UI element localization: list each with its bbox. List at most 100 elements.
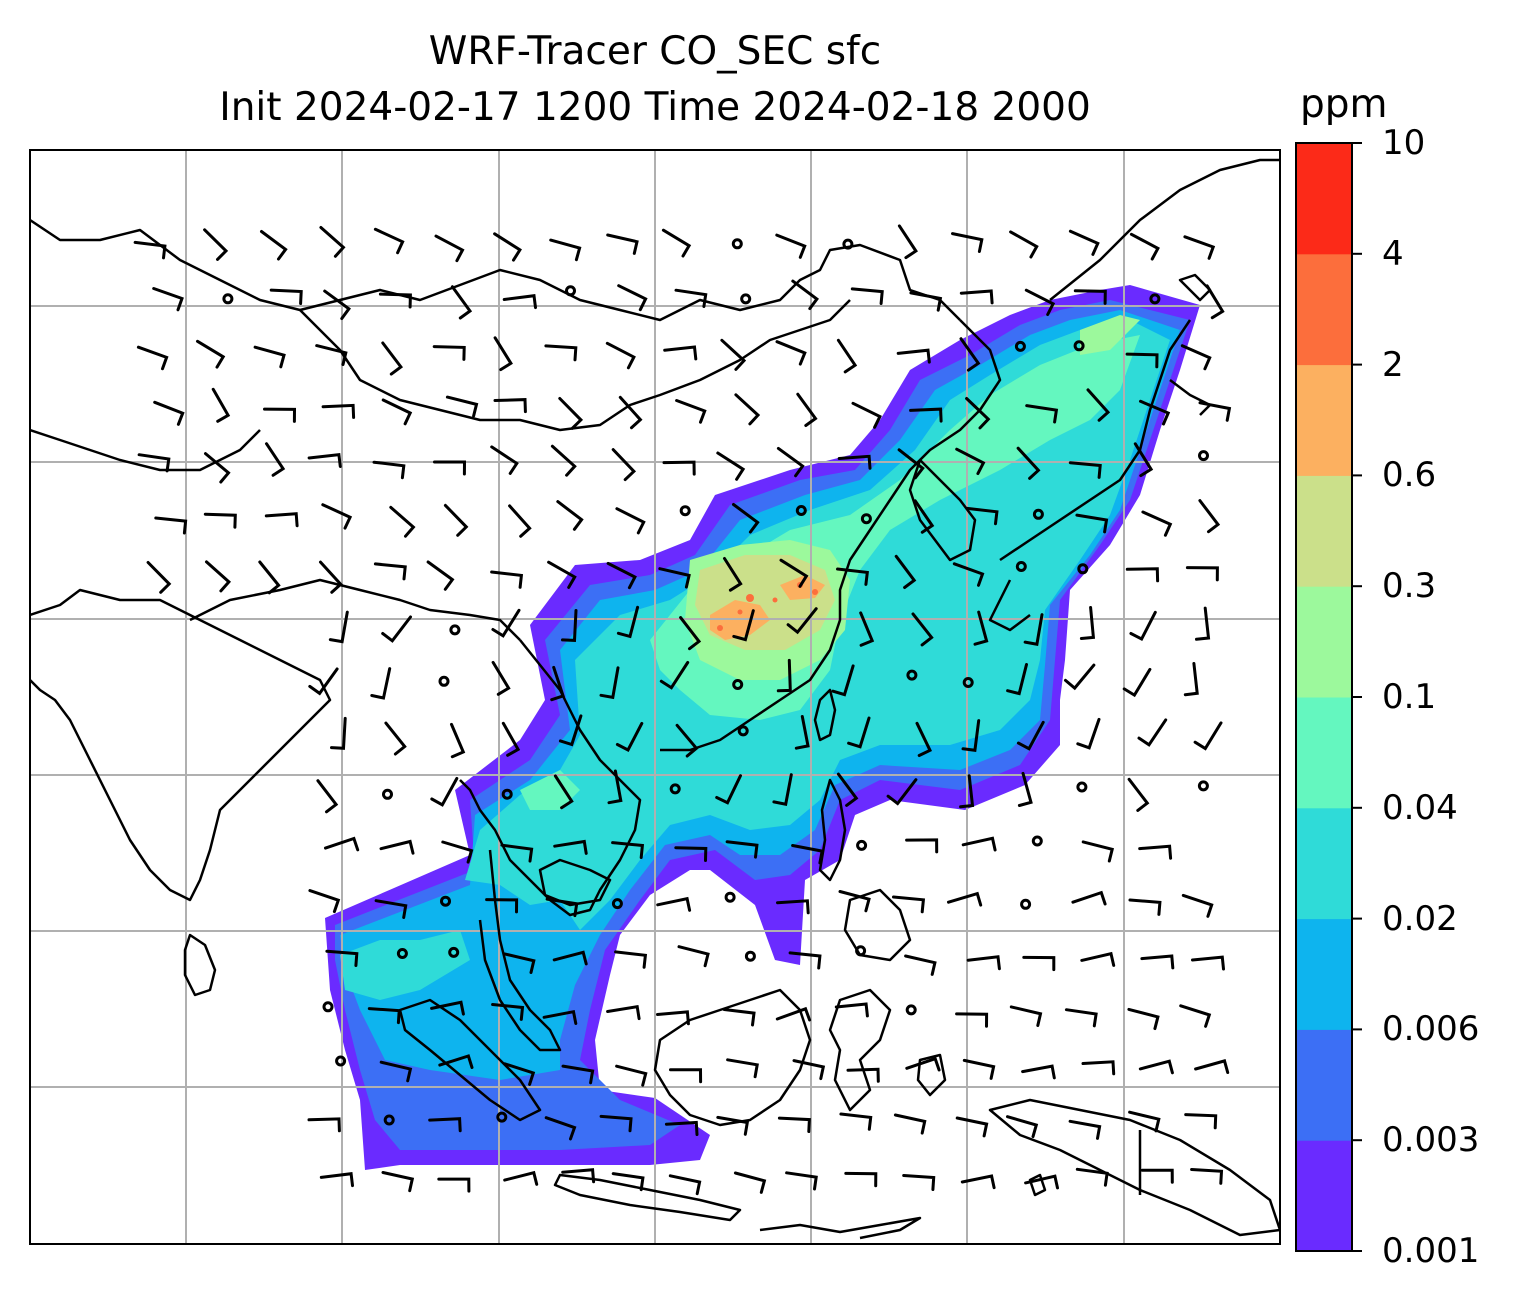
wind-barb [961, 719, 981, 752]
wind-barb [1129, 610, 1157, 642]
colorbar [1295, 142, 1362, 1252]
wind-barb [723, 557, 743, 592]
colorbar-segment [1296, 1140, 1352, 1252]
calm-wind-marker [669, 783, 681, 795]
calm-wind-marker [1149, 293, 1161, 305]
colorbar-unit: ppm [1300, 82, 1388, 127]
wind-barb [720, 338, 747, 371]
wind-barb [772, 773, 793, 806]
wind-barb [661, 228, 692, 258]
calm-wind-marker [842, 238, 854, 250]
wind-barb [599, 1114, 633, 1133]
wind-barb [851, 401, 882, 429]
wind-barb [850, 287, 884, 305]
wind-barb [438, 1054, 474, 1069]
wind-barb [503, 1170, 539, 1186]
wind-barb [258, 560, 281, 595]
colorbar-segment [1296, 253, 1352, 366]
wind-barb [947, 891, 983, 907]
wind-barb [441, 840, 474, 864]
wind-barb [370, 667, 392, 700]
calm-wind-marker [962, 677, 974, 688]
wind-barb [894, 554, 917, 589]
wind-barb [553, 774, 574, 810]
wind-barb [547, 560, 577, 589]
wind-barb [663, 345, 698, 361]
wind-barb [307, 1117, 341, 1133]
wind-barb [544, 344, 578, 362]
wind-barb [844, 1171, 878, 1188]
wind-barb [677, 945, 710, 968]
wind-barb [381, 1171, 415, 1193]
wind-barb [321, 403, 356, 419]
calm-wind-marker [1076, 781, 1088, 793]
wind-barb [839, 1112, 873, 1131]
wind-barb [493, 336, 513, 372]
wind-barb [381, 398, 413, 426]
wind-barb [606, 233, 639, 255]
calm-wind-marker [496, 1111, 508, 1123]
wind-barb [443, 503, 469, 537]
wind-barb [558, 397, 584, 430]
wind-barb [384, 721, 407, 756]
colorbar-tick-label: 0.1 [1382, 677, 1437, 717]
calm-wind-marker [731, 238, 743, 250]
plume-level-0.02-west [340, 930, 470, 1000]
wind-barb [434, 234, 465, 263]
wind-barb [490, 445, 519, 475]
wind-barb [1137, 718, 1168, 747]
wind-barb [599, 666, 620, 700]
wind-barb [674, 288, 708, 308]
wind-barb [1086, 388, 1111, 422]
wind-barb [319, 1172, 354, 1188]
wind-barb [430, 1000, 465, 1016]
wind-barb [1064, 1008, 1098, 1028]
wind-barb [792, 1059, 826, 1081]
calm-wind-marker [906, 669, 918, 681]
calm-wind-marker [448, 946, 460, 958]
wind-barb [659, 661, 690, 690]
wind-barb [491, 608, 521, 638]
wind-barb [1076, 717, 1101, 750]
wind-barb [561, 1168, 596, 1184]
wind-barb [1125, 567, 1160, 583]
wind-barb [561, 609, 578, 642]
calm-wind-marker [1031, 835, 1043, 847]
wind-barb [1127, 777, 1150, 812]
wind-barb [905, 838, 939, 854]
wind-barb [211, 387, 231, 423]
wind-barb [153, 400, 185, 426]
wind-barb [836, 772, 859, 807]
wind-barb [965, 397, 991, 430]
wind-barb [897, 224, 918, 260]
wind-barb [1140, 1168, 1174, 1184]
wind-barb [205, 560, 232, 593]
wind-barb [616, 605, 640, 639]
wind-barb [656, 1010, 690, 1026]
wind-barb [722, 1008, 756, 1027]
wind-barb [265, 442, 286, 477]
wind-barb [965, 506, 999, 526]
wind-barb [545, 897, 579, 918]
wind-barb [614, 950, 648, 969]
calm-wind-marker [1014, 340, 1026, 352]
wind-barb [675, 723, 699, 758]
calm-wind-marker [1020, 898, 1032, 910]
wind-barb [1127, 1007, 1160, 1031]
wind-barb [316, 779, 339, 814]
wind-barb [617, 284, 648, 312]
wind-barb [1184, 1113, 1218, 1130]
wind-barb [788, 951, 822, 970]
wind-barb [1073, 289, 1107, 305]
calm-wind-marker [1073, 340, 1085, 352]
wind-barb [1190, 1168, 1224, 1185]
wind-barb [611, 448, 637, 482]
wind-barb [791, 844, 824, 865]
wind-barb [502, 294, 537, 310]
wind-barb [264, 512, 299, 528]
calm-wind-marker [860, 513, 872, 525]
wind-barb [1006, 663, 1028, 696]
wind-barb [308, 667, 339, 696]
colorbar-tick-label: 0.02 [1382, 898, 1458, 939]
wind-barb [501, 721, 521, 757]
